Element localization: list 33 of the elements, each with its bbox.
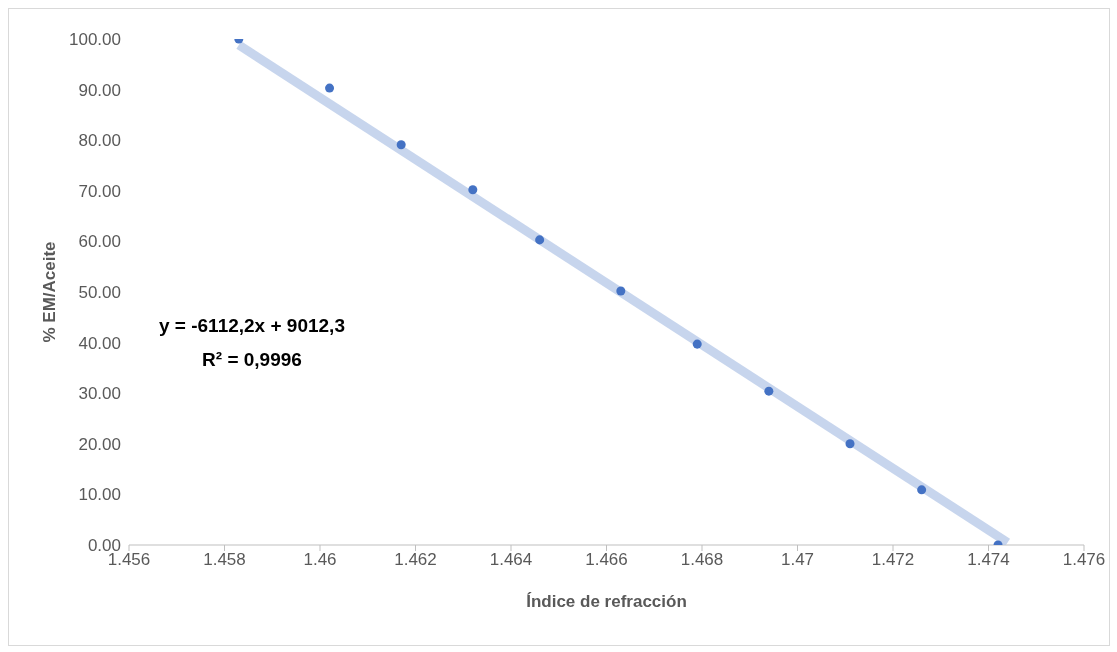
- y-tick-label: 20.00: [78, 434, 121, 454]
- y-tick-label: 50.00: [78, 283, 121, 303]
- y-axis-title: % EM/Aceite: [40, 241, 60, 343]
- point: [616, 286, 626, 296]
- point: [845, 439, 855, 449]
- point: [468, 185, 478, 195]
- x-tick-label: 1.476: [1062, 550, 1106, 570]
- y-tick-label: 70.00: [78, 181, 121, 201]
- x-tick-label: 1.464: [489, 550, 533, 570]
- x-tick-label: 1.47: [780, 550, 815, 570]
- point: [692, 339, 702, 349]
- y-tick-label: 80.00: [78, 131, 121, 151]
- x-tick-label: 1.472: [871, 550, 915, 570]
- annotation: R² = 0,9996: [201, 348, 303, 372]
- point: [917, 485, 927, 495]
- y-tick-label: 60.00: [78, 232, 121, 252]
- y-tick-label: 100.00: [69, 30, 121, 50]
- point: [535, 235, 545, 245]
- y-tick-label: 90.00: [78, 80, 121, 100]
- point: [764, 386, 774, 396]
- x-tick-label: 1.462: [394, 550, 437, 570]
- x-tick-label: 1.458: [203, 550, 246, 570]
- annotation: y = -6112,2x + 9012,3: [159, 314, 345, 338]
- x-tick-label: 1.46: [303, 550, 337, 570]
- y-tick-label: 30.00: [78, 384, 121, 404]
- y-tick-label: 40.00: [78, 333, 121, 353]
- x-tick-label: 1.468: [680, 550, 724, 570]
- point: [325, 83, 335, 93]
- x-tick-label: 1.474: [967, 550, 1010, 570]
- point: [396, 140, 406, 150]
- x-axis-title: Índice de refracción: [526, 592, 687, 611]
- y-tick-label: 10.00: [78, 485, 121, 505]
- x-tick-label: 1.466: [585, 550, 628, 570]
